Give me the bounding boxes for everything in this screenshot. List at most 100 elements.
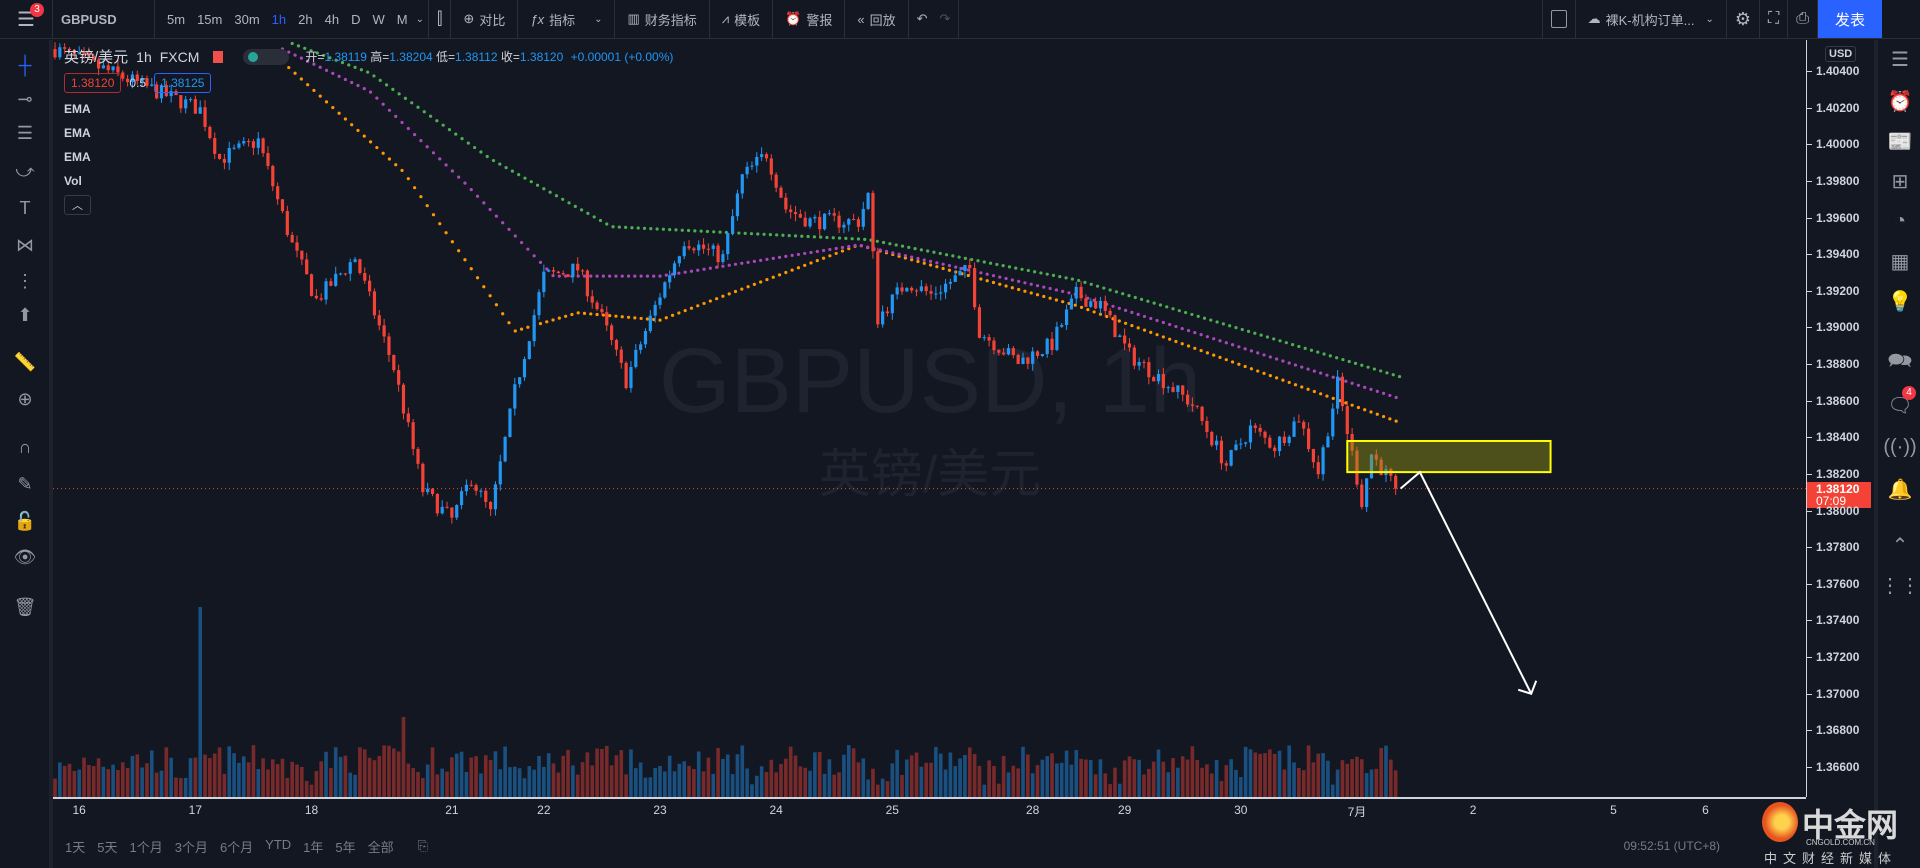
interval-1h[interactable]: 1h <box>271 11 287 27</box>
chats-icon[interactable]: 🗪 <box>1887 350 1913 372</box>
volume-bar <box>1059 762 1064 797</box>
range-2[interactable]: 1个月 <box>129 839 163 855</box>
ema-dot <box>749 232 754 236</box>
ema-dot <box>416 105 420 109</box>
candle-body <box>479 490 483 492</box>
range-0[interactable]: 1天 <box>65 839 86 855</box>
layout-toggle-button[interactable] <box>1550 10 1567 28</box>
trash-icon[interactable]: 🗑 <box>13 596 37 617</box>
crosshair-tool[interactable]: ┼ <box>18 54 32 75</box>
ema-dot <box>381 151 385 155</box>
market-status-toggle[interactable] <box>243 48 290 65</box>
ema-dot <box>1174 324 1178 329</box>
fib-tool[interactable]: ☰ <box>16 122 34 143</box>
indicator-volume[interactable]: Vol <box>64 174 82 188</box>
eye-icon[interactable]: 👁 <box>13 546 37 567</box>
sell-price-button[interactable]: 1.38120 <box>64 73 122 93</box>
undo-button[interactable]: ↶ <box>916 11 928 26</box>
interval-2h[interactable]: 2h <box>298 11 313 27</box>
messages-icon[interactable]: 🗨 4 <box>1884 386 1916 420</box>
alarm-icon[interactable]: ⏰ <box>1887 90 1913 113</box>
templates-button[interactable]: ⩘ 模板 <box>718 10 764 29</box>
chevron-down-icon[interactable]: ⌄ <box>415 13 424 25</box>
notifications-bell-icon[interactable]: 🔔 <box>1887 478 1913 501</box>
range-5[interactable]: YTD <box>265 836 292 852</box>
candle-body <box>716 245 720 263</box>
arrow-up-icon[interactable]: ⬆ <box>17 304 33 325</box>
interval-15m[interactable]: 15m <box>197 11 223 27</box>
settings-button[interactable]: ⚙ <box>1734 8 1751 29</box>
volume-bar <box>319 761 323 797</box>
candle-body <box>590 296 594 303</box>
range-8[interactable]: 全部 <box>367 839 394 855</box>
goto-date-icon[interactable]: ⎘ <box>417 838 429 853</box>
alert-button[interactable]: ⏰ 警报 <box>781 10 836 29</box>
interval-5m[interactable]: 5m <box>167 11 186 27</box>
indicators-button[interactable]: ƒx 指标 ⌄ <box>526 10 606 29</box>
measure-tool[interactable]: ⋮ <box>16 270 34 291</box>
candle-body <box>1248 425 1253 443</box>
time-axis[interactable]: 16 17 18 21 22 23 24 25 28 29 30 7月 2 5 6 <box>53 797 1806 819</box>
lock-icon[interactable]: 🔓 <box>13 510 37 531</box>
buy-price-button[interactable]: 1.38125 <box>154 73 212 93</box>
range-6[interactable]: 1年 <box>303 839 324 855</box>
xabcd-tool[interactable]: ⋈ <box>16 234 34 255</box>
indicator-ema-3[interactable]: EMA <box>64 150 91 164</box>
screenshot-button[interactable]: ⎙ <box>1796 10 1809 27</box>
interval-D[interactable]: D <box>351 11 361 27</box>
idea-bulb-icon[interactable]: 💡 <box>1887 290 1913 313</box>
publish-button[interactable]: 发表 <box>1818 0 1882 38</box>
fullscreen-button[interactable]: ⛶ <box>1767 10 1780 27</box>
range-1[interactable]: 5天 <box>97 839 118 855</box>
collapse-icon[interactable]: ⌃ <box>1891 534 1909 557</box>
volume-bar <box>667 755 672 797</box>
range-3[interactable]: 3个月 <box>174 839 208 855</box>
replay-button[interactable]: «回放 <box>853 10 899 29</box>
range-7[interactable]: 5年 <box>335 839 356 855</box>
clock[interactable]: 09:52:51 (UTC+8) <box>1623 839 1720 853</box>
streams-icon[interactable]: ((·)) <box>1883 435 1917 458</box>
add-note-icon[interactable]: ⊞ <box>1891 170 1909 193</box>
indicator-ema-2[interactable]: EMA <box>64 126 91 140</box>
chart-type-button[interactable]: ⫿ <box>429 0 452 39</box>
candle-body <box>58 47 62 58</box>
resistance-zone[interactable] <box>1346 439 1552 474</box>
layout-select[interactable]: ☁ 裸K-机构订单... ⌄ <box>1584 10 1718 29</box>
pattern-tool[interactable]: ⤻ <box>15 160 35 181</box>
news-icon[interactable]: 📰 <box>1887 130 1913 153</box>
volume-bar <box>817 751 822 797</box>
indicator-ema-1[interactable]: EMA <box>64 102 91 116</box>
interval-M[interactable]: M <box>396 11 408 27</box>
interval-4h[interactable]: 4h <box>324 11 340 27</box>
collapse-legend-button[interactable]: ︿ <box>64 195 91 215</box>
financials-button[interactable]: ▥ 财务指标 <box>623 10 700 29</box>
range-4[interactable]: 6个月 <box>219 839 254 855</box>
candle-body <box>610 325 614 341</box>
text-tool[interactable]: T <box>19 197 31 218</box>
symbol-search[interactable]: GBPUSD <box>53 0 155 39</box>
pie-chart-icon[interactable]: ◔ <box>1893 209 1907 232</box>
downtrend-arrow[interactable] <box>1399 470 1533 695</box>
interval-W[interactable]: W <box>372 11 385 27</box>
candle-body <box>1277 436 1282 452</box>
ema-dot <box>626 274 631 278</box>
zoom-in-tool[interactable]: ⊕ <box>17 388 33 409</box>
order-panel-icon[interactable]: ⋮⋮ <box>1880 574 1920 597</box>
menu-button[interactable]: ☰ 3 <box>0 0 53 39</box>
ruler-tool[interactable]: 📏 <box>13 351 37 372</box>
volume-bar <box>1243 746 1248 797</box>
volume-bar <box>164 747 169 797</box>
compare-button[interactable]: ⊕ 对比 <box>459 10 509 29</box>
magnet-tool[interactable]: ∩ <box>18 436 32 457</box>
currency-label[interactable]: USD <box>1825 46 1857 62</box>
redo-button[interactable]: ↷ <box>939 11 951 26</box>
watchlist-icon[interactable]: ☰ <box>1891 48 1909 71</box>
interval-30m[interactable]: 30m <box>234 11 260 27</box>
candle-body <box>1244 442 1248 444</box>
ema-dot <box>970 257 974 262</box>
lock-drawing-tool[interactable]: ✎ <box>17 473 33 494</box>
price-axis[interactable]: USD 1.38120 07:09 1.40400 1.40200 1.40000 1… <box>1806 40 1871 797</box>
calendar-icon[interactable]: ▦ <box>1890 250 1910 273</box>
trend-line-tool[interactable]: ⊸ <box>17 88 33 109</box>
